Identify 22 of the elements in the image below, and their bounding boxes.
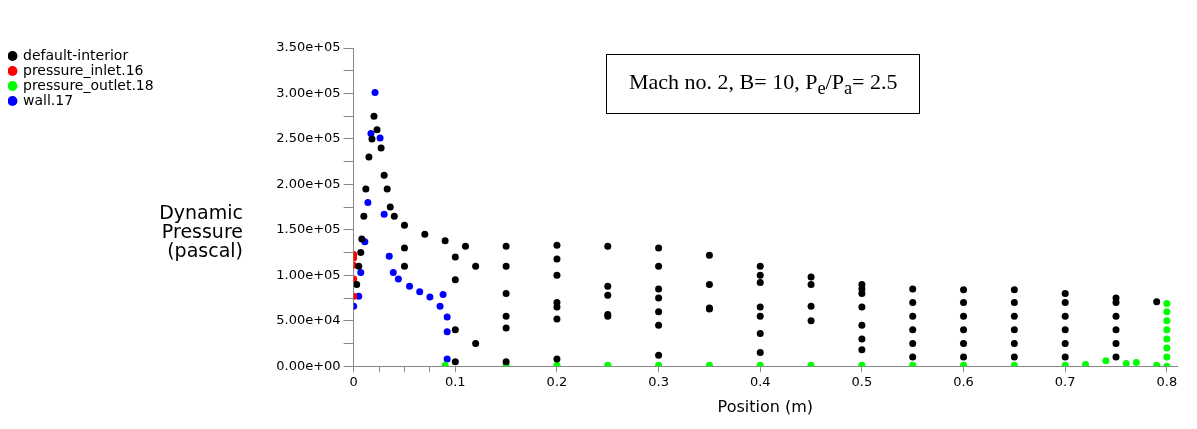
y-tick-label: 5.00e+04 [276, 312, 341, 328]
y-tick-label: 0.00e+00 [276, 357, 341, 373]
y-tick-label: 3.00e+05 [276, 84, 341, 100]
x-axis-title: Position (m) [717, 396, 814, 416]
x-tick-label: 0.4 [749, 374, 771, 390]
x-tick-label: 0.8 [1156, 374, 1178, 390]
legend-label: pressure_inlet.16 [23, 61, 144, 78]
annotation: Mach no. 2, B= 10, P$_{e}$/P$_{a}$= 2.5 [606, 54, 921, 115]
y-tick-label: 1.50e+05 [276, 221, 341, 237]
x-tick-label: 0.7 [1054, 374, 1076, 390]
legend-label: default-interior [23, 46, 129, 63]
x-tick-label: 0 [349, 374, 358, 390]
x-tick-label: 0.5 [851, 374, 873, 390]
x-tick-label: 0.6 [953, 374, 974, 390]
x-tick-label: 0.2 [546, 374, 568, 390]
y-tick-label: 2.00e+05 [276, 175, 341, 191]
y-axis-title: Dynamic Pressure (pascal) [158, 201, 243, 261]
x-tick-label: 0.3 [648, 374, 669, 390]
y-tick-label: 2.50e+05 [276, 130, 341, 146]
x-tick-label: 0.1 [444, 374, 466, 390]
y-tick-label: 1.00e+05 [276, 266, 341, 282]
y-tick-label: 3.50e+05 [276, 39, 341, 55]
